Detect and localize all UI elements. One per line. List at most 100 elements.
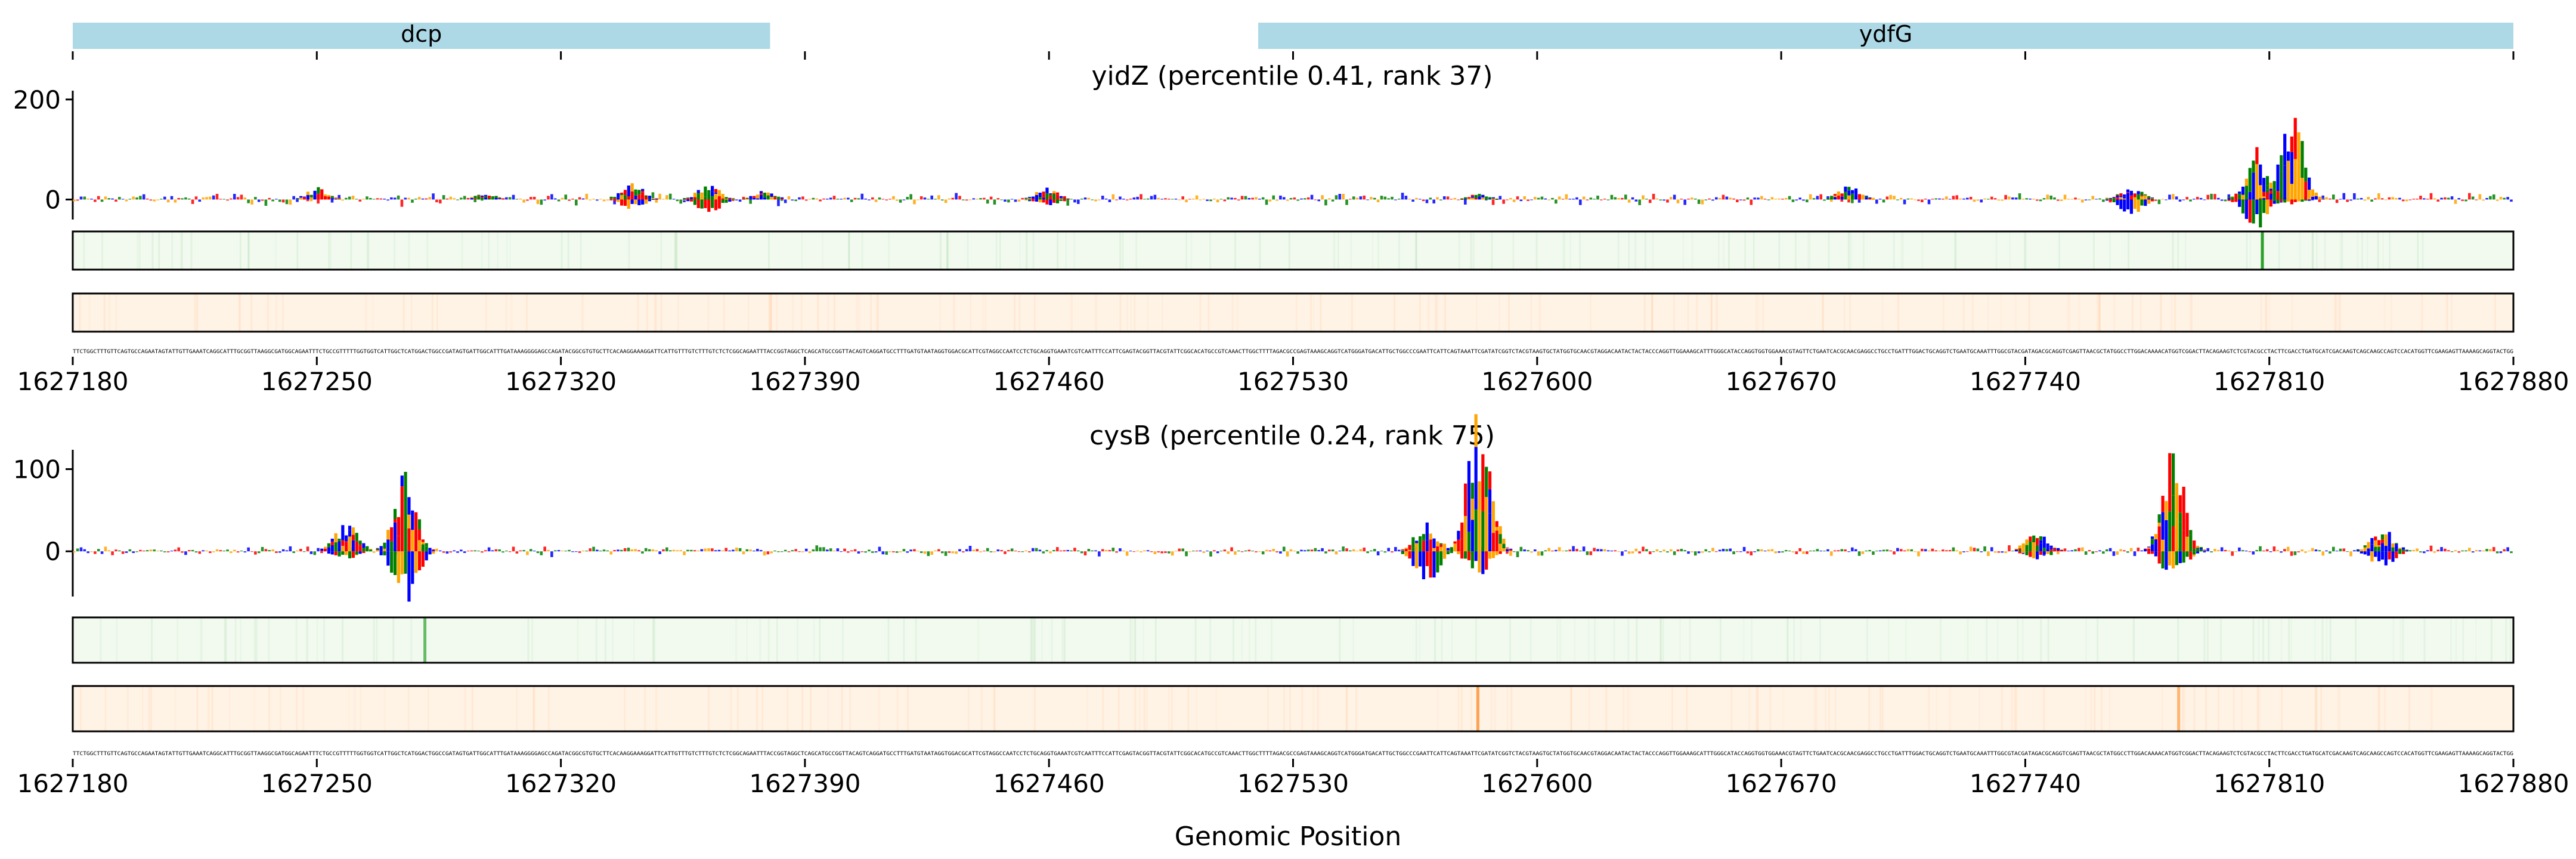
attribution-letter bbox=[2447, 197, 2450, 200]
attribution-letter bbox=[847, 197, 850, 200]
attribution-letter bbox=[1059, 196, 1063, 198]
attribution-letter bbox=[1446, 196, 1450, 200]
attribution-letter bbox=[951, 197, 955, 200]
heatmap-cell bbox=[1470, 686, 1472, 731]
attribution-letter bbox=[2196, 548, 2200, 552]
attribution-letter bbox=[2231, 551, 2234, 556]
x-tick-label: 1627460 bbox=[993, 367, 1105, 396]
attribution-letter bbox=[944, 551, 948, 556]
attribution-letter bbox=[309, 551, 313, 554]
gene-bar bbox=[73, 23, 770, 49]
attribution-letter bbox=[791, 550, 794, 552]
attribution-letter bbox=[79, 547, 83, 552]
attribution-letter bbox=[1725, 196, 1729, 200]
attribution-letter bbox=[630, 191, 634, 200]
attribution-letter bbox=[780, 551, 784, 552]
attribution-letter bbox=[2304, 168, 2308, 182]
attribution-letter bbox=[1415, 543, 1419, 548]
attribution-letter bbox=[1401, 551, 1404, 554]
attribution-letter bbox=[2147, 551, 2151, 554]
heatmap-cell bbox=[1794, 231, 1797, 270]
heatmap-cell bbox=[488, 231, 490, 270]
heatmap-track-frame bbox=[72, 616, 2515, 664]
heatmap-cell bbox=[239, 293, 242, 332]
attribution-letter bbox=[2206, 194, 2210, 200]
attribution-letter bbox=[787, 551, 791, 552]
heatmap-cell bbox=[342, 617, 344, 663]
attribution-letter bbox=[1004, 199, 1007, 202]
attribution-letter bbox=[1101, 549, 1104, 552]
heatmap-cell bbox=[847, 231, 850, 270]
heatmap-cell bbox=[2509, 617, 2512, 663]
attribution-letter bbox=[1247, 549, 1251, 552]
heatmap-cell bbox=[2203, 617, 2206, 663]
attribution-letter bbox=[2311, 196, 2315, 200]
attribution-letter bbox=[2150, 198, 2154, 200]
attribution-letter bbox=[1959, 551, 1962, 555]
attribution-letter bbox=[1146, 550, 1150, 552]
attribution-letter bbox=[97, 549, 100, 552]
attribution-letter bbox=[1373, 197, 1376, 200]
x-tick-label: 1627600 bbox=[1481, 769, 1593, 798]
heatmap-cell bbox=[2205, 686, 2207, 731]
attribution-letter bbox=[348, 530, 352, 537]
attribution-letter bbox=[2283, 165, 2287, 200]
attribution-letter bbox=[2165, 551, 2168, 570]
attribution-letter bbox=[1401, 549, 1404, 551]
attribution-letter bbox=[2241, 550, 2244, 552]
heatmap-cell bbox=[1057, 231, 1059, 270]
attribution-letter bbox=[1662, 549, 1665, 552]
heatmap-cell bbox=[1574, 617, 1575, 663]
heatmap-cell bbox=[1317, 686, 1319, 731]
attribution-letter bbox=[1143, 550, 1146, 552]
attribution-letter bbox=[860, 551, 864, 552]
attribution-letter bbox=[1028, 551, 1031, 553]
attribution-letter bbox=[986, 548, 989, 552]
attribution-letter bbox=[644, 196, 648, 199]
attribution-letter bbox=[145, 550, 149, 552]
attribution-letter bbox=[1844, 191, 1847, 200]
heatmap-cell bbox=[1590, 293, 1592, 332]
heatmap-cell bbox=[2011, 686, 2013, 731]
attribution-letter bbox=[955, 551, 958, 554]
attribution-letter bbox=[613, 199, 617, 201]
attribution-letter bbox=[2150, 551, 2154, 554]
attribution-letter bbox=[989, 196, 993, 200]
attribution-letter bbox=[338, 541, 341, 545]
attribution-letter bbox=[348, 196, 351, 200]
attribution-letter bbox=[1000, 550, 1003, 552]
attribution-letter bbox=[2116, 551, 2119, 555]
attribution-letter bbox=[1425, 199, 1429, 203]
attribution-letter bbox=[2401, 547, 2405, 550]
heatmap-cell bbox=[2109, 231, 2111, 270]
attribution-letter bbox=[407, 497, 411, 515]
attribution-letter bbox=[1104, 549, 1108, 552]
attribution-letter bbox=[494, 549, 498, 552]
attribution-letter bbox=[163, 196, 166, 200]
attribution-letter bbox=[1826, 198, 1830, 199]
attribution-letter bbox=[526, 199, 529, 201]
attribution-letter bbox=[1209, 199, 1212, 202]
attribution-letter bbox=[529, 549, 532, 552]
heatmap-cell bbox=[967, 686, 970, 731]
attribution-letter bbox=[369, 549, 373, 552]
attribution-letter bbox=[355, 541, 358, 552]
attribution-letter bbox=[1857, 197, 1861, 200]
attribution-letter bbox=[711, 191, 714, 196]
attribution-letter bbox=[1052, 199, 1056, 203]
attribution-letter bbox=[2475, 549, 2478, 552]
attribution-letter bbox=[2342, 193, 2346, 200]
attribution-letter bbox=[2262, 178, 2266, 192]
attribution-letter bbox=[2039, 199, 2042, 202]
attribution-letter bbox=[400, 505, 404, 552]
heatmap-cell bbox=[2384, 686, 2386, 731]
attribution-letter bbox=[996, 549, 1000, 552]
attribution-letter bbox=[1289, 197, 1293, 200]
heatmap-cell bbox=[1679, 617, 1681, 663]
attribution-letter bbox=[668, 550, 672, 552]
attribution-letter bbox=[428, 551, 432, 555]
attribution-letter bbox=[1976, 548, 1980, 552]
attribution-letter bbox=[2112, 551, 2116, 556]
attribution-letter bbox=[281, 199, 285, 203]
attribution-letter bbox=[1711, 199, 1714, 201]
